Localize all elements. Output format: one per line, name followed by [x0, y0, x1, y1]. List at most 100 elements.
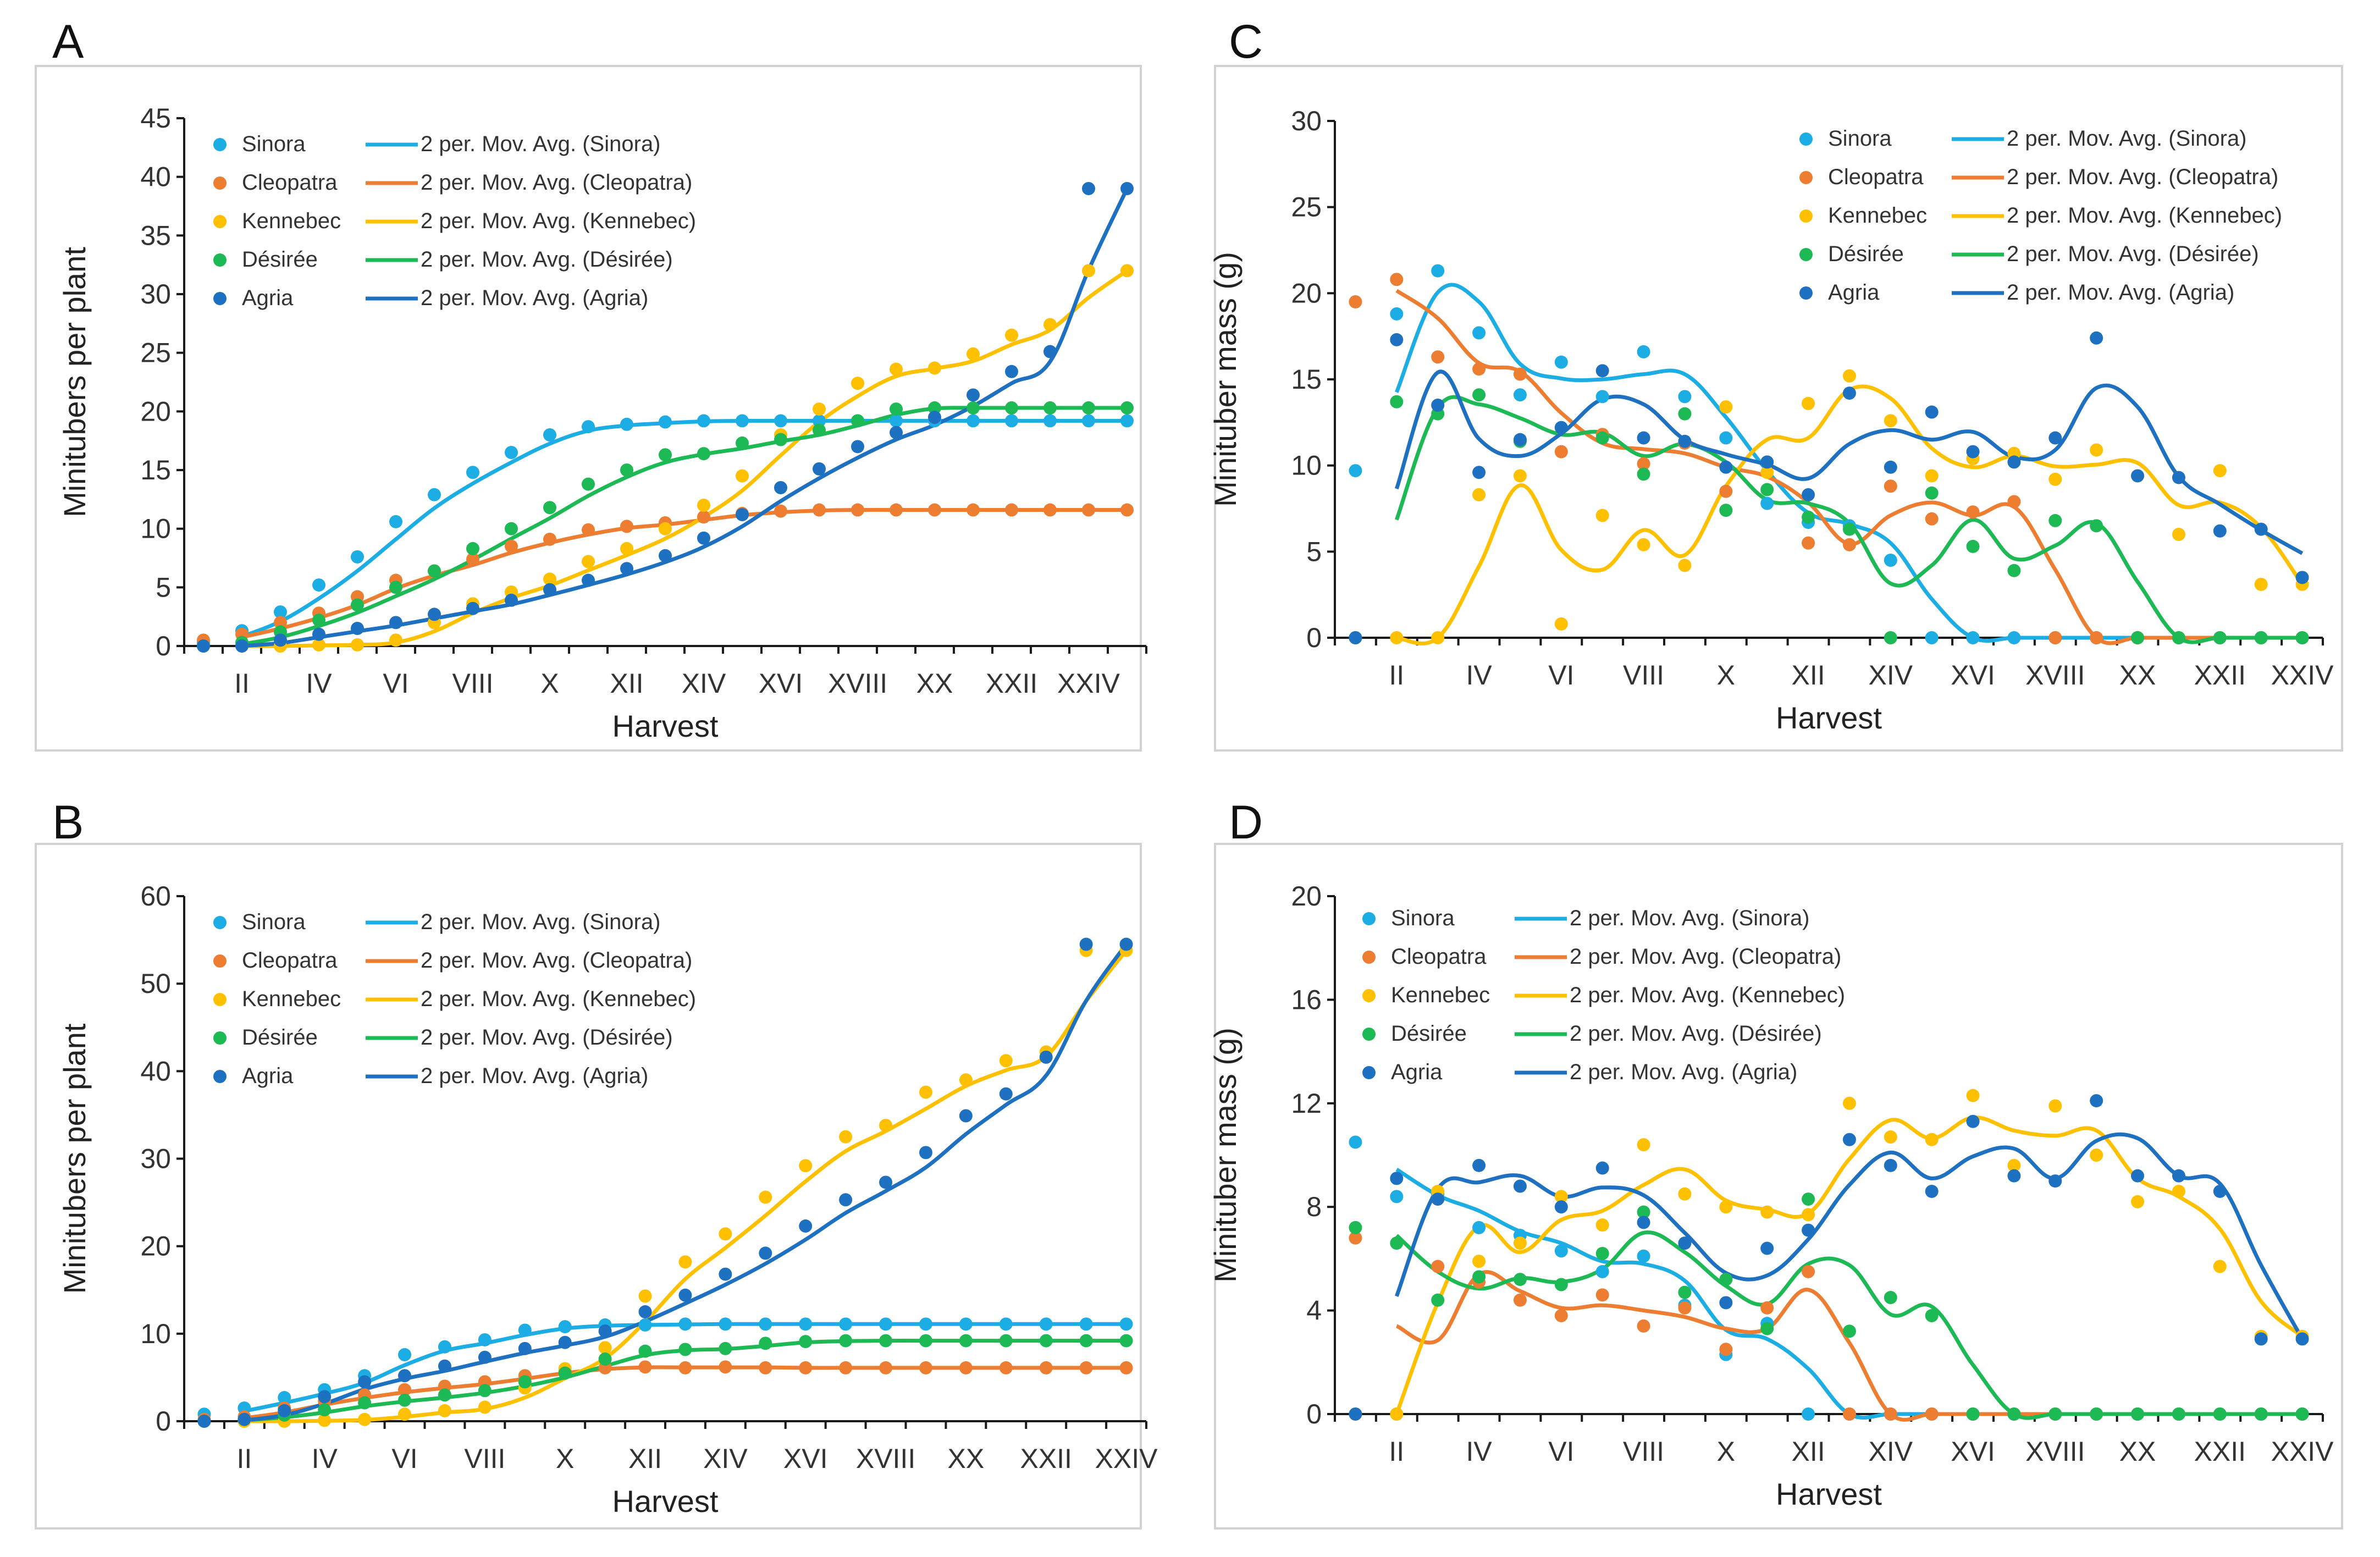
y-axis-title: Minituber mass (g): [1208, 1028, 1243, 1283]
y-tick-label: 16: [1291, 984, 1322, 1015]
data-point-agria: [1554, 1200, 1568, 1214]
data-point-sinora: [582, 420, 595, 434]
panel-letter-c: C: [1229, 15, 1263, 68]
data-point-dsire: [967, 401, 980, 415]
data-point-sinora: [890, 414, 903, 428]
data-point-cleopatra: [1079, 1361, 1093, 1374]
data-point-dsire: [438, 1388, 451, 1402]
data-point-dsire: [351, 598, 364, 612]
data-point-cleopatra: [398, 1383, 412, 1396]
data-point-kennebec: [2090, 1149, 2103, 1162]
data-point-sinora: [959, 1317, 973, 1331]
data-point-cleopatra: [879, 1361, 893, 1374]
data-point-agria: [274, 633, 287, 647]
y-tick-label: 20: [140, 1231, 171, 1262]
data-point-sinora: [389, 515, 402, 528]
data-point-kennebec: [1595, 1218, 1609, 1232]
data-point-dsire: [999, 1334, 1013, 1348]
data-point-dsire: [890, 402, 903, 416]
data-point-cleopatra: [1082, 503, 1095, 517]
data-point-sinora: [466, 466, 479, 479]
data-point-kennebec: [1554, 617, 1568, 631]
data-point-cleopatra: [1678, 1301, 1692, 1315]
data-point-cleopatra: [638, 1360, 652, 1374]
legend-trend-label-agria: 2 per. Mov. Avg. (Agria): [1570, 1060, 1797, 1084]
data-point-dsire: [1760, 483, 1774, 496]
legend-label-agria: Agria: [242, 1064, 294, 1088]
legend-label-cleopatra: Cleopatra: [242, 170, 338, 195]
data-point-cleopatra: [1349, 295, 1362, 308]
data-point-cleopatra: [1431, 350, 1445, 364]
legend-marker-kennebec: [213, 993, 227, 1006]
x-axis-title: Harvest: [612, 709, 719, 743]
data-point-kennebec: [1043, 318, 1057, 332]
data-point-kennebec: [1678, 1187, 1692, 1201]
data-point-dsire: [1119, 1334, 1133, 1348]
data-point-agria: [358, 1375, 372, 1389]
data-point-agria: [1082, 182, 1095, 195]
data-point-kennebec: [438, 1404, 451, 1417]
data-point-dsire: [736, 436, 749, 450]
data-point-cleopatra: [697, 510, 710, 524]
legend-label-kennebec: Kennebec: [242, 209, 341, 233]
data-point-kennebec: [2131, 1195, 2145, 1208]
data-point-kennebec: [719, 1227, 732, 1241]
data-point-kennebec: [999, 1054, 1013, 1068]
y-axis-title: Minitubers per plant: [57, 247, 92, 517]
data-point-dsire: [466, 542, 479, 555]
data-point-dsire: [2048, 1407, 2062, 1421]
data-point-sinora: [1595, 1265, 1609, 1278]
data-point-dsire: [839, 1334, 853, 1348]
data-point-dsire: [1390, 395, 1404, 408]
data-point-kennebec: [1554, 1190, 1568, 1203]
data-point-sinora: [274, 605, 287, 619]
x-tick-label: XX: [2119, 1436, 2156, 1467]
data-point-agria: [1925, 405, 1939, 419]
data-point-cleopatra: [505, 539, 518, 553]
legend-label-dsire: Désirée: [1391, 1022, 1467, 1046]
data-point-dsire: [2295, 631, 2309, 644]
data-point-kennebec: [2048, 1099, 2062, 1113]
legend-marker-dsire: [1799, 248, 1813, 261]
data-point-agria: [2172, 471, 2185, 484]
data-point-cleopatra: [1005, 503, 1018, 517]
data-point-kennebec: [839, 1130, 853, 1144]
data-point-cleopatra: [813, 503, 826, 517]
legend-label-dsire: Désirée: [242, 1025, 318, 1050]
legend-label-sinora: Sinora: [1828, 126, 1892, 151]
data-point-kennebec: [928, 361, 941, 375]
legend-trend-label-dsire: 2 per. Mov. Avg. (Désirée): [2007, 242, 2259, 266]
data-point-dsire: [2295, 1407, 2309, 1421]
x-tick-label: XII: [610, 668, 643, 699]
data-point-kennebec: [1884, 1130, 1897, 1144]
data-point-cleopatra: [1637, 1319, 1650, 1333]
data-point-cleopatra: [582, 523, 595, 537]
legend-trend-label-dsire: 2 per. Mov. Avg. (Désirée): [1570, 1022, 1822, 1046]
data-point-dsire: [919, 1334, 932, 1348]
data-point-agria: [1472, 466, 1486, 479]
data-point-agria: [1760, 455, 1774, 469]
x-tick-label: II: [234, 668, 250, 699]
data-point-kennebec: [582, 555, 595, 568]
data-point-sinora: [659, 415, 672, 429]
legend-marker-agria: [213, 292, 227, 305]
data-point-cleopatra: [1554, 1309, 1568, 1323]
data-point-agria: [1349, 631, 1362, 644]
data-point-agria: [1079, 937, 1093, 951]
data-point-agria: [518, 1341, 532, 1355]
data-point-dsire: [2213, 1407, 2227, 1421]
data-point-cleopatra: [1842, 538, 1856, 551]
legend-label-cleopatra: Cleopatra: [1391, 945, 1487, 969]
legend-marker-kennebec: [1799, 209, 1813, 223]
data-point-agria: [478, 1350, 492, 1364]
x-tick-label: II: [236, 1443, 252, 1474]
x-tick-label: XXII: [986, 668, 1037, 699]
data-point-dsire: [1637, 1205, 1650, 1219]
y-tick-label: 35: [140, 220, 171, 251]
y-tick-label: 50: [140, 968, 171, 999]
data-point-agria: [2131, 1169, 2145, 1183]
data-point-kennebec: [890, 362, 903, 376]
data-point-dsire: [2007, 1407, 2021, 1421]
data-point-agria: [1005, 365, 1018, 378]
x-tick-label: VIII: [464, 1443, 505, 1474]
